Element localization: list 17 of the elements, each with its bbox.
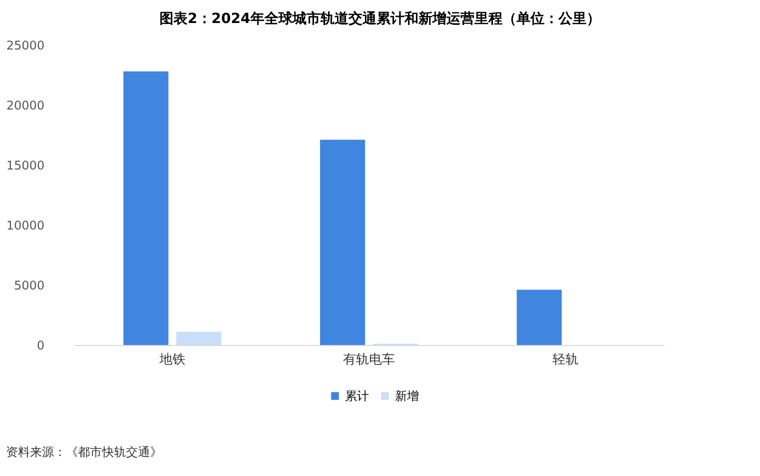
y-tick-label: 25000	[6, 38, 44, 52]
chart-title: 图表2：2024年全球城市轨道交通累计和新增运营里程（单位：公里）	[158, 10, 602, 29]
y-tick-label: 15000	[6, 158, 44, 172]
x-tick-label: 轻轨	[552, 352, 579, 368]
bar	[176, 332, 222, 345]
bar	[123, 71, 168, 345]
y-tick-label: 10000	[6, 218, 44, 232]
bar	[516, 290, 562, 345]
legend-label: 累计	[345, 389, 369, 403]
x-tick-label: 有轨电车	[343, 352, 395, 368]
x-tick-label: 地铁	[158, 352, 186, 368]
legend-label: 新增	[395, 389, 419, 403]
y-tick-label: 0	[36, 338, 44, 352]
text: 资料来源：《都市快轨交通》	[6, 444, 162, 461]
y-tick-label: 20000	[6, 98, 44, 112]
bar	[320, 140, 366, 345]
y-tick-label: 5000	[14, 278, 44, 292]
